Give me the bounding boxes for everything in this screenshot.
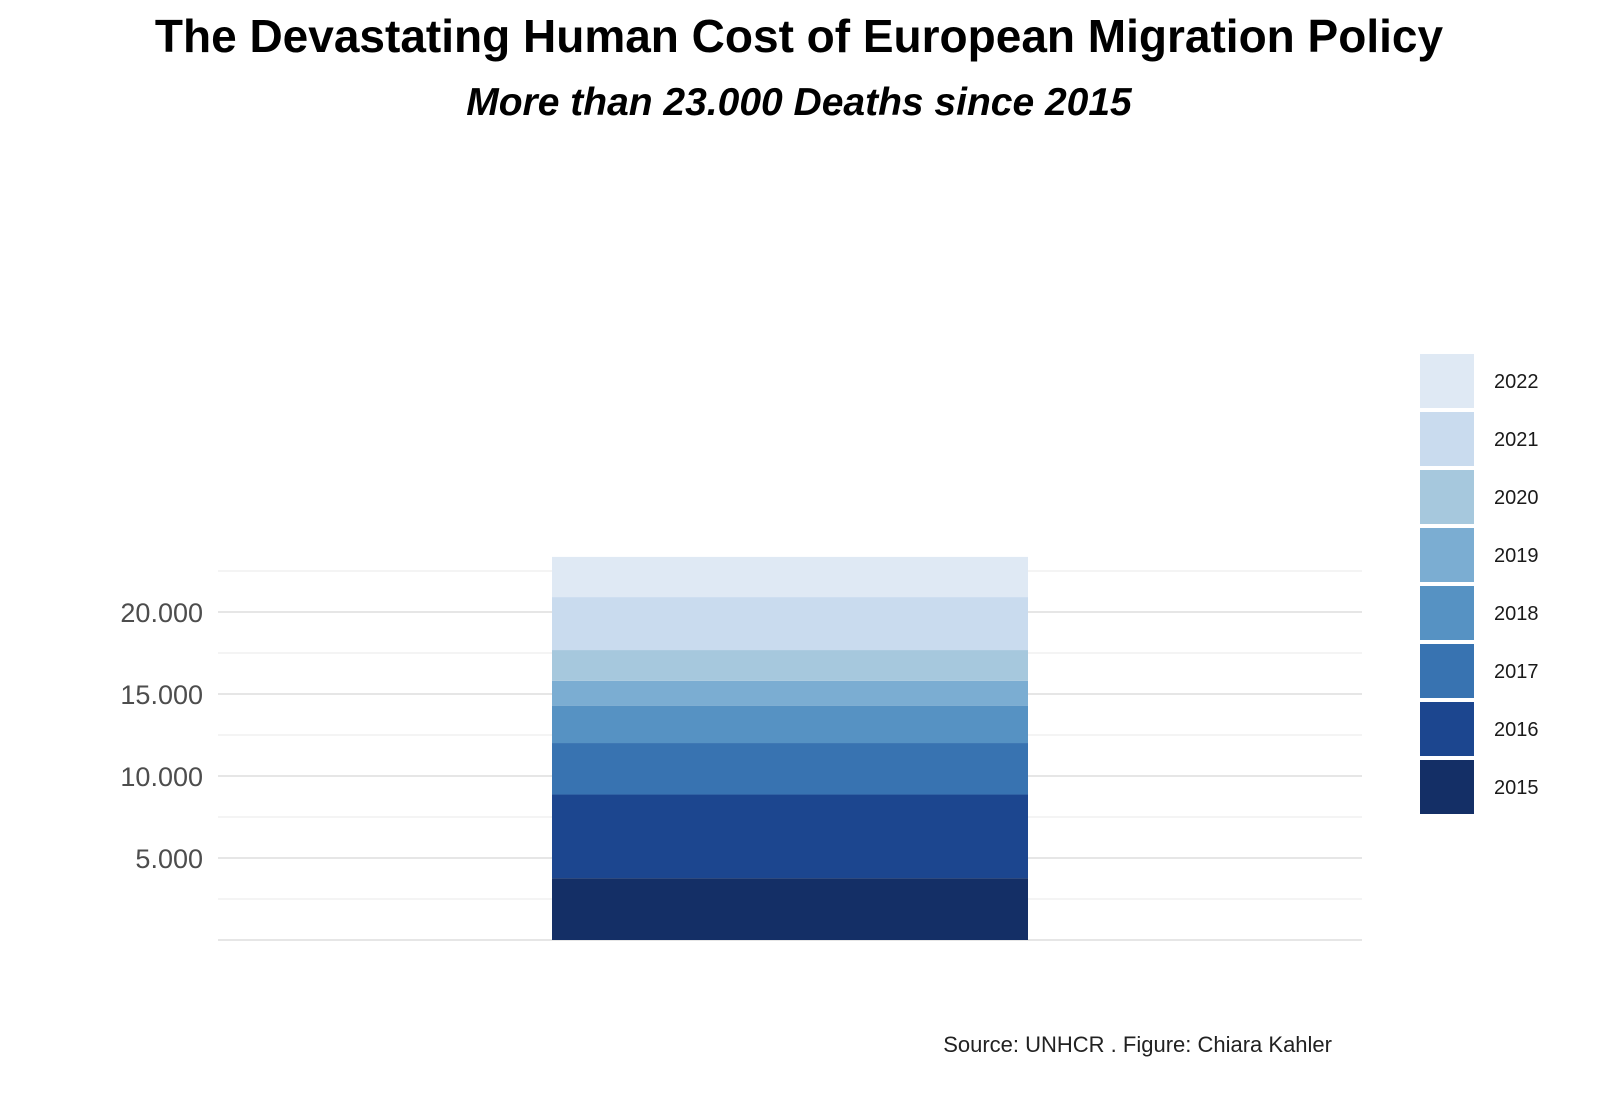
chart-subtitle: More than 23.000 Deaths since 2015 — [466, 81, 1132, 124]
chart-caption: Source: UNHCR . Figure: Chiara Kahler — [943, 1032, 1332, 1057]
legend-key-2017 — [1420, 644, 1474, 698]
bar-segment-2020 — [552, 650, 1028, 681]
legend-label-2015: 2015 — [1494, 777, 1539, 799]
legend-key-2018 — [1420, 586, 1474, 640]
legend-key-2015 — [1420, 760, 1474, 814]
legend-label-2020: 2020 — [1494, 487, 1539, 509]
bar-segment-2015 — [552, 878, 1028, 940]
bar-segment-2018 — [552, 705, 1028, 744]
chart-title: The Devastating Human Cost of European M… — [154, 10, 1444, 62]
legend-label-2021: 2021 — [1494, 429, 1539, 451]
legend-label-2019: 2019 — [1494, 545, 1539, 567]
bar-segment-2017 — [552, 743, 1028, 795]
y-tick-label: 15.000 — [120, 680, 203, 710]
legend-label-2017: 2017 — [1494, 661, 1539, 683]
legend-key-2022 — [1420, 354, 1474, 408]
legend: 2022 2021 2020 2019 2018 2017 2016 2015 — [1420, 354, 1539, 814]
legend-key-2016 — [1420, 702, 1474, 756]
y-tick-label: 20.000 — [120, 598, 203, 628]
stacked-bar — [552, 556, 1028, 940]
y-axis-tick-labels: 5.000 10.000 15.000 20.000 — [120, 598, 203, 874]
legend-label-2022: 2022 — [1494, 371, 1539, 393]
legend-key-2019 — [1420, 528, 1474, 582]
bar-segment-2021 — [552, 597, 1028, 651]
bar-segment-2019 — [552, 680, 1028, 706]
legend-key-2021 — [1420, 412, 1474, 466]
y-tick-label: 10.000 — [120, 762, 203, 792]
legend-label-2018: 2018 — [1494, 603, 1539, 625]
bar-segment-2022 — [552, 556, 1028, 598]
y-tick-label: 5.000 — [135, 844, 203, 874]
bar-segment-2016 — [552, 794, 1028, 879]
legend-key-2020 — [1420, 470, 1474, 524]
legend-label-2016: 2016 — [1494, 719, 1539, 741]
